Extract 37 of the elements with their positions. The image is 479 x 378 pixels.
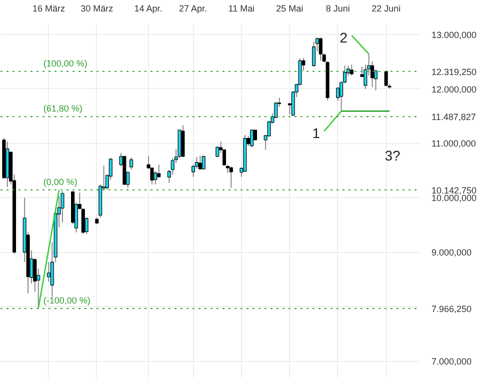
x-tick-label: 22 Juni [372,4,401,14]
annotation: (-100,00 %) [43,295,90,306]
annotation: (0,00 %) [43,176,78,187]
candlestick [229,166,233,188]
y-tick-label: 12.000,000 [432,84,477,94]
candlestick [350,64,354,76]
y-tick-label: 13.000,000 [432,30,477,40]
annotation: 2 [340,29,348,46]
candlestick [46,262,50,282]
y-tick-label: 9.000,000 [432,248,472,258]
x-tick-label: 8 Juni [326,4,350,14]
annotation: (61,80 %) [43,104,82,114]
ref-line-label: 12.319,250 [432,66,477,77]
ref-line-label: 10.142,750 [432,185,477,196]
x-tick-label: 30 März [80,4,114,14]
y-tick-label: 7.000,000 [432,356,472,367]
ref-line-label: 11.487,827 [432,112,476,122]
candlestick [318,37,322,62]
x-tick-label: 14 Apr. [134,4,162,14]
annotation: 3? [384,148,400,164]
candlestick [130,156,134,170]
candlestick [216,146,220,158]
y-tick-label: 11.000,000 [432,138,476,149]
x-tick-label: 25 Mai [276,4,304,14]
ref-line-label: 7.966,250 [432,304,472,314]
candlestick [250,128,254,148]
annotation: (100,00 %) [43,58,88,68]
x-tick-label: 11 Mai [228,4,255,14]
candlestick [81,208,85,235]
annotation: 1 [312,125,320,142]
candlestick [198,155,202,170]
candlestick [312,41,316,68]
x-tick-label: 27 Apr. [179,4,208,14]
x-tick-label: 16 März [32,4,66,14]
y-tick-label: 10.000,000 [432,193,477,204]
candlestick [384,70,388,87]
candlestick [157,164,161,178]
